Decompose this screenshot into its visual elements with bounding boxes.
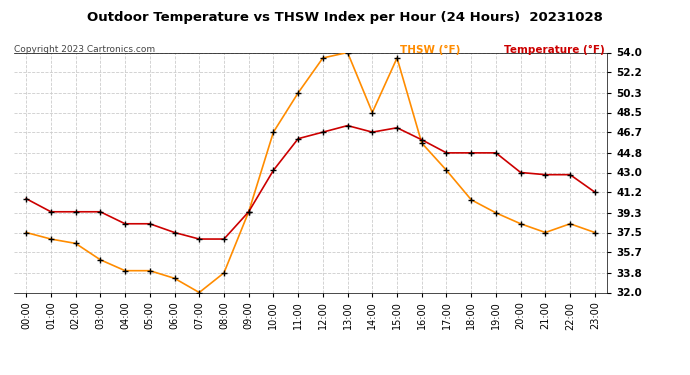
Text: Outdoor Temperature vs THSW Index per Hour (24 Hours)  20231028: Outdoor Temperature vs THSW Index per Ho… — [87, 11, 603, 24]
Text: Copyright 2023 Cartronics.com: Copyright 2023 Cartronics.com — [14, 45, 155, 54]
Text: THSW (°F): THSW (°F) — [400, 45, 461, 55]
Text: Temperature (°F): Temperature (°F) — [504, 45, 604, 55]
